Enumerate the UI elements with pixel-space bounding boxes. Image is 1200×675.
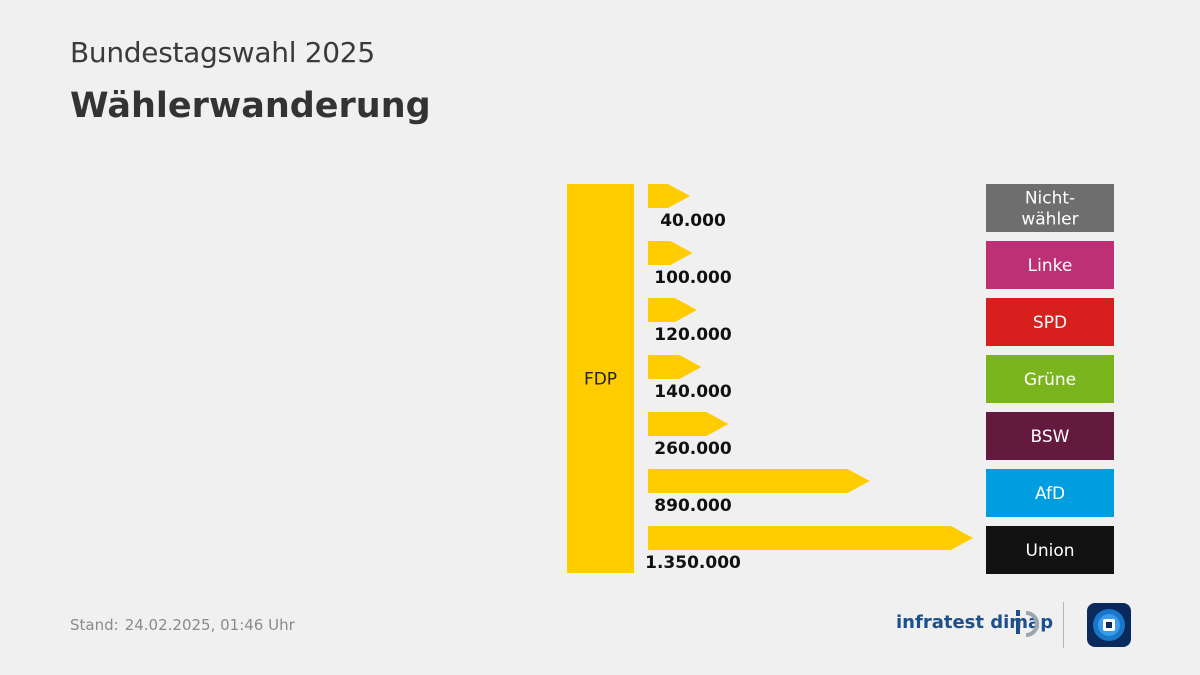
chart-supertitle: Bundestagswahl 2025 [70, 36, 375, 69]
value-label: 1.350.000 [645, 553, 741, 573]
target-party-box [986, 298, 1114, 346]
target-party-box [986, 184, 1114, 232]
tagesschau-logo-icon [1087, 603, 1131, 647]
target-party-box [986, 526, 1114, 574]
flow-arrow [648, 184, 690, 208]
target-party-box [986, 355, 1114, 403]
target-party-label: Union [1025, 541, 1074, 561]
target-party-label: Nicht-wähler [1021, 189, 1078, 230]
flow-arrow [648, 241, 693, 265]
value-label: 100.000 [654, 268, 732, 288]
value-label: 890.000 [654, 496, 732, 516]
target-party-label: AfD [1035, 484, 1065, 504]
target-party-label: BSW [1031, 427, 1070, 447]
flow-arrow [648, 298, 697, 322]
timestamp-value: 24.02.2025, 01:46 Uhr [124, 616, 295, 634]
flow-arrow [648, 526, 973, 550]
flow-arrow [648, 412, 729, 436]
target-party-label: Linke [1028, 256, 1073, 276]
flow-arrow [648, 355, 702, 379]
flow-arrow [648, 469, 870, 493]
target-party-label: SPD [1033, 313, 1067, 333]
infratest-dimap-logo-icon [1016, 610, 1039, 637]
brand-name: infratest dimap [896, 612, 1054, 633]
timestamp: Stand: 24.02.2025, 01:46 Uhr [70, 616, 295, 634]
target-party-box [986, 241, 1114, 289]
value-label: 260.000 [654, 439, 732, 459]
target-party-label: Grüne [1024, 370, 1076, 390]
source-party-label: FDP [584, 370, 617, 390]
target-party-box [986, 469, 1114, 517]
value-label: 40.000 [660, 211, 726, 231]
footer-divider [1063, 602, 1064, 648]
source-party-bar [567, 184, 634, 573]
chart-title: Wählerwanderung [70, 86, 431, 126]
value-label: 140.000 [654, 382, 732, 402]
value-label: 120.000 [654, 325, 732, 345]
target-party-box [986, 412, 1114, 460]
timestamp-label: Stand: [70, 616, 119, 634]
